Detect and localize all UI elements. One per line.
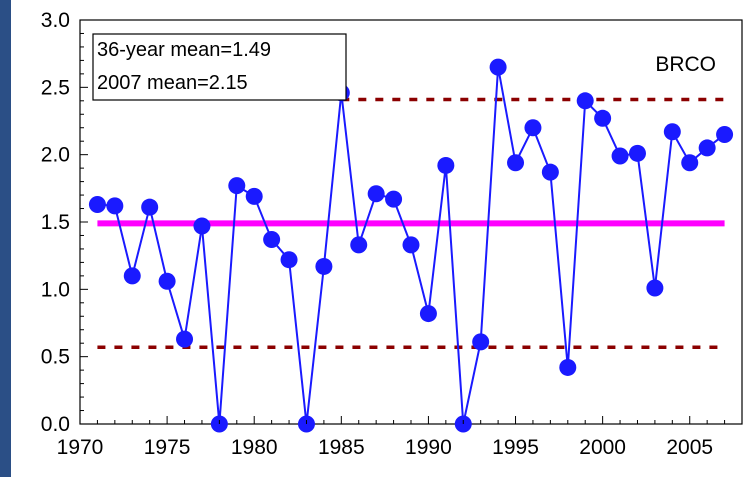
x-axis: 1970 1975 1980 1985 1990 1995 2000 2005 [57,416,743,459]
y-tick-label: 2.5 [41,76,70,99]
data-point [315,257,333,275]
data-point [88,195,106,213]
data-point [559,358,577,376]
annotation-box: 36-year mean=1.49 2007 mean=2.15 [92,33,347,101]
x-tick-label: 1975 [144,436,191,459]
data-point [628,144,646,162]
data-point [576,92,594,110]
x-tick-label: 1985 [318,436,365,459]
annotation-line-2: 2007 mean=2.15 [97,72,248,94]
y-tick-label: 3.0 [41,9,70,32]
data-point [698,139,716,157]
data-point [681,154,699,172]
data-point [663,123,681,141]
data-point [472,333,490,351]
y-tick-label: 2.0 [41,144,70,167]
data-point [385,190,403,208]
data-point [367,185,385,203]
data-point [193,217,211,235]
y-axis: 0.0 0.5 1.0 1.5 2.0 2.5 3.0 [41,9,88,436]
data-point [716,125,734,143]
data-point [245,187,263,205]
x-tick-label: 2000 [579,436,626,459]
data-point [263,231,281,249]
y-tick-label: 0.0 [41,413,70,436]
data-point [507,154,525,172]
left-border-strip [0,0,11,477]
data-point [106,197,124,215]
data-point [646,279,664,297]
data-point [280,251,298,269]
x-tick-label: 1990 [405,436,452,459]
data-point [594,109,612,127]
data-point [123,267,141,285]
annotation-box-frame [92,33,347,101]
data-point [524,119,542,137]
data-point [541,163,559,181]
data-point [489,58,507,76]
x-tick-label: 2005 [666,436,713,459]
data-point [419,305,437,323]
y-tick-label: 0.5 [41,346,70,369]
y-tick-label: 1.0 [41,278,70,301]
data-point [402,236,420,254]
series-label: BRCO [655,53,716,76]
x-tick-label: 1980 [231,436,278,459]
y-tick-label: 1.5 [41,211,70,234]
data-point [141,198,159,216]
data-point [158,272,176,290]
data-point [437,156,455,174]
series-points-group [88,58,734,433]
data-point [176,330,194,348]
data-point [611,147,629,165]
data-point [228,177,246,195]
annotation-line-1: 36-year mean=1.49 [97,39,271,61]
x-tick-label: 1970 [57,436,104,459]
x-tick-label: 1995 [492,436,539,459]
data-point [350,236,368,254]
